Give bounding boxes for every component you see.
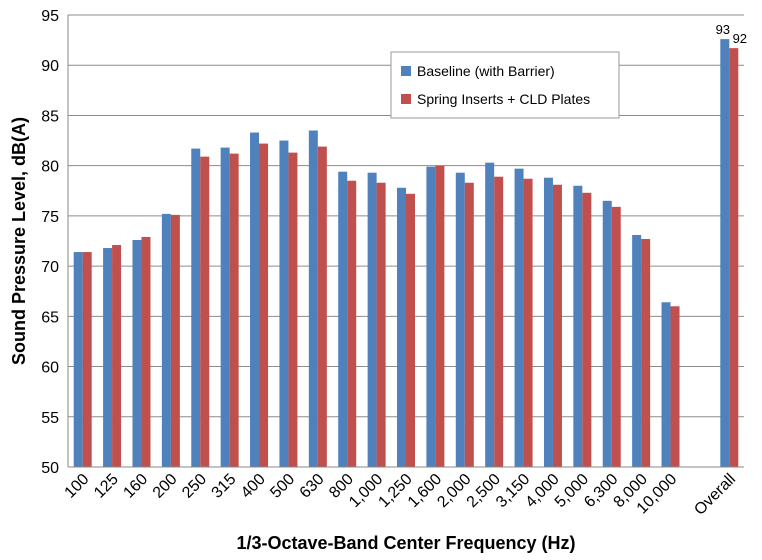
bar-baseline (220, 147, 230, 467)
bar-baseline (543, 177, 553, 467)
bar-spring-inserts (141, 236, 151, 467)
bar-baseline (720, 39, 730, 468)
bar-spring-inserts (229, 153, 239, 467)
x-tick-label: 400 (238, 471, 269, 502)
x-tick-label: 125 (91, 471, 122, 502)
y-tick-label: 70 (41, 259, 59, 276)
bar-spring-inserts (259, 143, 269, 467)
bar-baseline (602, 200, 612, 468)
data-label: 92 (733, 31, 747, 46)
y-tick-label: 60 (41, 360, 59, 377)
legend-swatch-spring-inserts (401, 94, 411, 104)
bar-spring-inserts (435, 165, 445, 467)
bar-spring-inserts (82, 252, 92, 467)
bar-spring-inserts (200, 156, 210, 468)
bar-baseline (191, 148, 201, 467)
bar-spring-inserts (288, 152, 298, 467)
y-tick-label: 50 (41, 460, 59, 477)
data-label: 93 (716, 22, 730, 37)
bar-baseline (308, 130, 318, 467)
axes (67, 15, 744, 468)
bar-spring-inserts (464, 182, 474, 467)
bar-baseline (161, 213, 171, 467)
x-tick-label: 500 (267, 471, 298, 502)
legend: Baseline (with Barrier) Spring Inserts +… (390, 51, 620, 119)
x-tick-label: 630 (297, 471, 328, 502)
bar-spring-inserts (670, 306, 680, 467)
bar-spring-inserts (317, 146, 327, 468)
bar-spring-inserts (729, 48, 739, 467)
bar-baseline (485, 162, 495, 468)
bar-spring-inserts (552, 184, 562, 468)
bar-spring-inserts (112, 245, 122, 467)
bar-baseline (250, 132, 260, 467)
bar-spring-inserts (494, 176, 504, 467)
bar-baseline (338, 171, 348, 467)
bar-baseline (397, 187, 406, 467)
x-tick-labels: 1001251602002503154005006308001,0001,250… (62, 471, 740, 519)
bar-baseline (132, 239, 142, 467)
x-axis-title: 1/3-Octave-Band Center Frequency (Hz) (236, 533, 575, 553)
bar-baseline (103, 248, 113, 467)
bar-baseline (661, 302, 671, 467)
bar-baseline (455, 172, 465, 467)
bar-spring-inserts (347, 180, 357, 467)
y-tick-label: 95 (41, 8, 59, 25)
x-tick-label: 100 (62, 471, 93, 502)
bar-spring-inserts (641, 238, 651, 467)
bar-spring-inserts (406, 193, 415, 467)
x-tick-label: 250 (179, 471, 210, 502)
y-tick-label: 80 (41, 159, 59, 176)
x-tick-label: 315 (209, 471, 240, 502)
bar-baseline (632, 234, 642, 467)
x-tick-label: 200 (150, 471, 181, 502)
bar-spring-inserts (170, 214, 180, 467)
bar-baseline (367, 172, 377, 467)
y-tick-label: 55 (41, 410, 59, 427)
y-tick-label: 90 (41, 58, 59, 75)
x-tick-label: 160 (120, 471, 151, 502)
bar-spring-inserts (523, 178, 533, 468)
legend-label-spring-inserts: Spring Inserts + CLD Plates (417, 91, 590, 107)
y-tick-label: 75 (41, 209, 59, 226)
bar-baseline (573, 185, 583, 467)
bar-baseline (514, 168, 524, 467)
y-tick-label: 65 (41, 309, 59, 326)
bar-baseline (279, 140, 289, 468)
bar-spring-inserts (611, 206, 621, 468)
legend-label-baseline: Baseline (with Barrier) (417, 63, 555, 79)
y-axis-title: Sound Pressure Level, dB(A) (9, 117, 29, 365)
legend-swatch-baseline (401, 66, 411, 76)
y-tick-labels: 50 55 60 65 70 75 80 85 90 95 (41, 8, 59, 477)
bars (73, 39, 739, 468)
x-tick-label: Overall (691, 471, 739, 519)
bar-spring-inserts (376, 182, 386, 467)
bar-baseline (73, 252, 83, 467)
y-tick-label: 85 (41, 108, 59, 125)
legend-box (390, 51, 620, 119)
bar-baseline (426, 166, 436, 467)
bar-spring-inserts (582, 192, 592, 467)
